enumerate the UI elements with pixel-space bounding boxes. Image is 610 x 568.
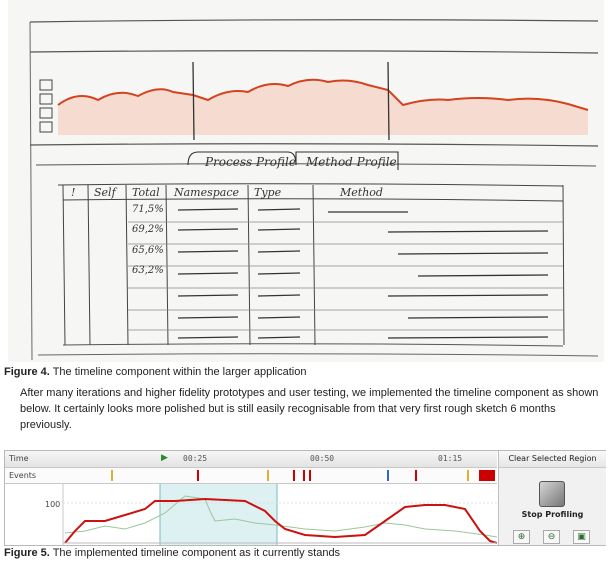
- fit-icon[interactable]: ▣: [573, 530, 590, 544]
- figure-4-sketch: Process Profile Method Profile ! Self To…: [8, 0, 604, 362]
- stop-profiling-icon[interactable]: [539, 481, 565, 507]
- event-marker[interactable]: [111, 470, 113, 481]
- stop-profiling-button[interactable]: Stop Profiling: [521, 510, 584, 519]
- body-paragraph: After many iterations and higher fidelit…: [20, 387, 599, 431]
- sketch-total-value: 69,2%: [132, 224, 164, 235]
- zoom-out-icon[interactable]: ⊖: [543, 530, 560, 544]
- timeline-component: Time 00:25 00:50 01:15 ▶ Events 100 Clea…: [4, 450, 606, 546]
- figure-5-caption: Figure 5. The implemented timeline compo…: [4, 547, 340, 559]
- figure-4-caption: Figure 4. The timeline component within …: [4, 366, 306, 378]
- sketch-total-value: 63,2%: [132, 265, 164, 276]
- event-marker[interactable]: [387, 470, 389, 481]
- tick-label: 00:50: [310, 454, 335, 463]
- event-marker[interactable]: [197, 470, 199, 481]
- sketch-tab-process-profile: Process Profile: [205, 155, 296, 169]
- event-marker[interactable]: [303, 470, 305, 481]
- sketch-drawing: [29, 19, 599, 361]
- event-marker[interactable]: [415, 470, 417, 481]
- event-marker[interactable]: [467, 470, 469, 481]
- sketch-col-flag: !: [71, 186, 76, 199]
- tick-label: 01:15: [438, 454, 463, 463]
- zoom-in-icon[interactable]: ⊕: [513, 530, 530, 544]
- y-axis-label: 100: [45, 500, 61, 509]
- sketch-col-method: Method: [340, 186, 383, 199]
- sketch-total-value: 65,6%: [132, 245, 164, 256]
- figure-4-label: Figure 4.: [4, 366, 50, 378]
- event-marker[interactable]: [309, 470, 311, 481]
- timeline-events-row: Events: [5, 468, 497, 484]
- figure-5-text: The implemented timeline component as it…: [49, 547, 341, 559]
- time-label: Time: [9, 454, 29, 463]
- tick-label: 00:25: [183, 454, 208, 463]
- clear-selected-region-button[interactable]: Clear Selected Region: [499, 451, 606, 468]
- timeline-chart-area[interactable]: Time 00:25 00:50 01:15 ▶ Events 100: [5, 451, 497, 545]
- sketch-col-namespace: Namespace: [174, 186, 240, 199]
- sketch-col-total: Total: [132, 186, 160, 199]
- figure-4-text: The timeline component within the larger…: [49, 366, 307, 378]
- figure-5-label: Figure 5.: [4, 547, 50, 559]
- sketch-col-type: Type: [254, 186, 282, 199]
- timeline-time-row: Time 00:25 00:50 01:15 ▶: [5, 451, 497, 468]
- timeline-controls: Clear Selected Region Stop Profiling ⊕ ⊖…: [498, 451, 606, 545]
- sketch-tab-method-profile: Method Profile: [306, 155, 397, 169]
- event-marker-block[interactable]: [479, 470, 495, 481]
- event-marker[interactable]: [267, 470, 269, 481]
- sketch-total-value: 71,5%: [132, 204, 164, 215]
- sketch-col-self: Self: [94, 186, 116, 199]
- event-marker[interactable]: [293, 470, 295, 481]
- play-marker-icon[interactable]: ▶: [161, 453, 168, 463]
- events-label: Events: [9, 471, 37, 480]
